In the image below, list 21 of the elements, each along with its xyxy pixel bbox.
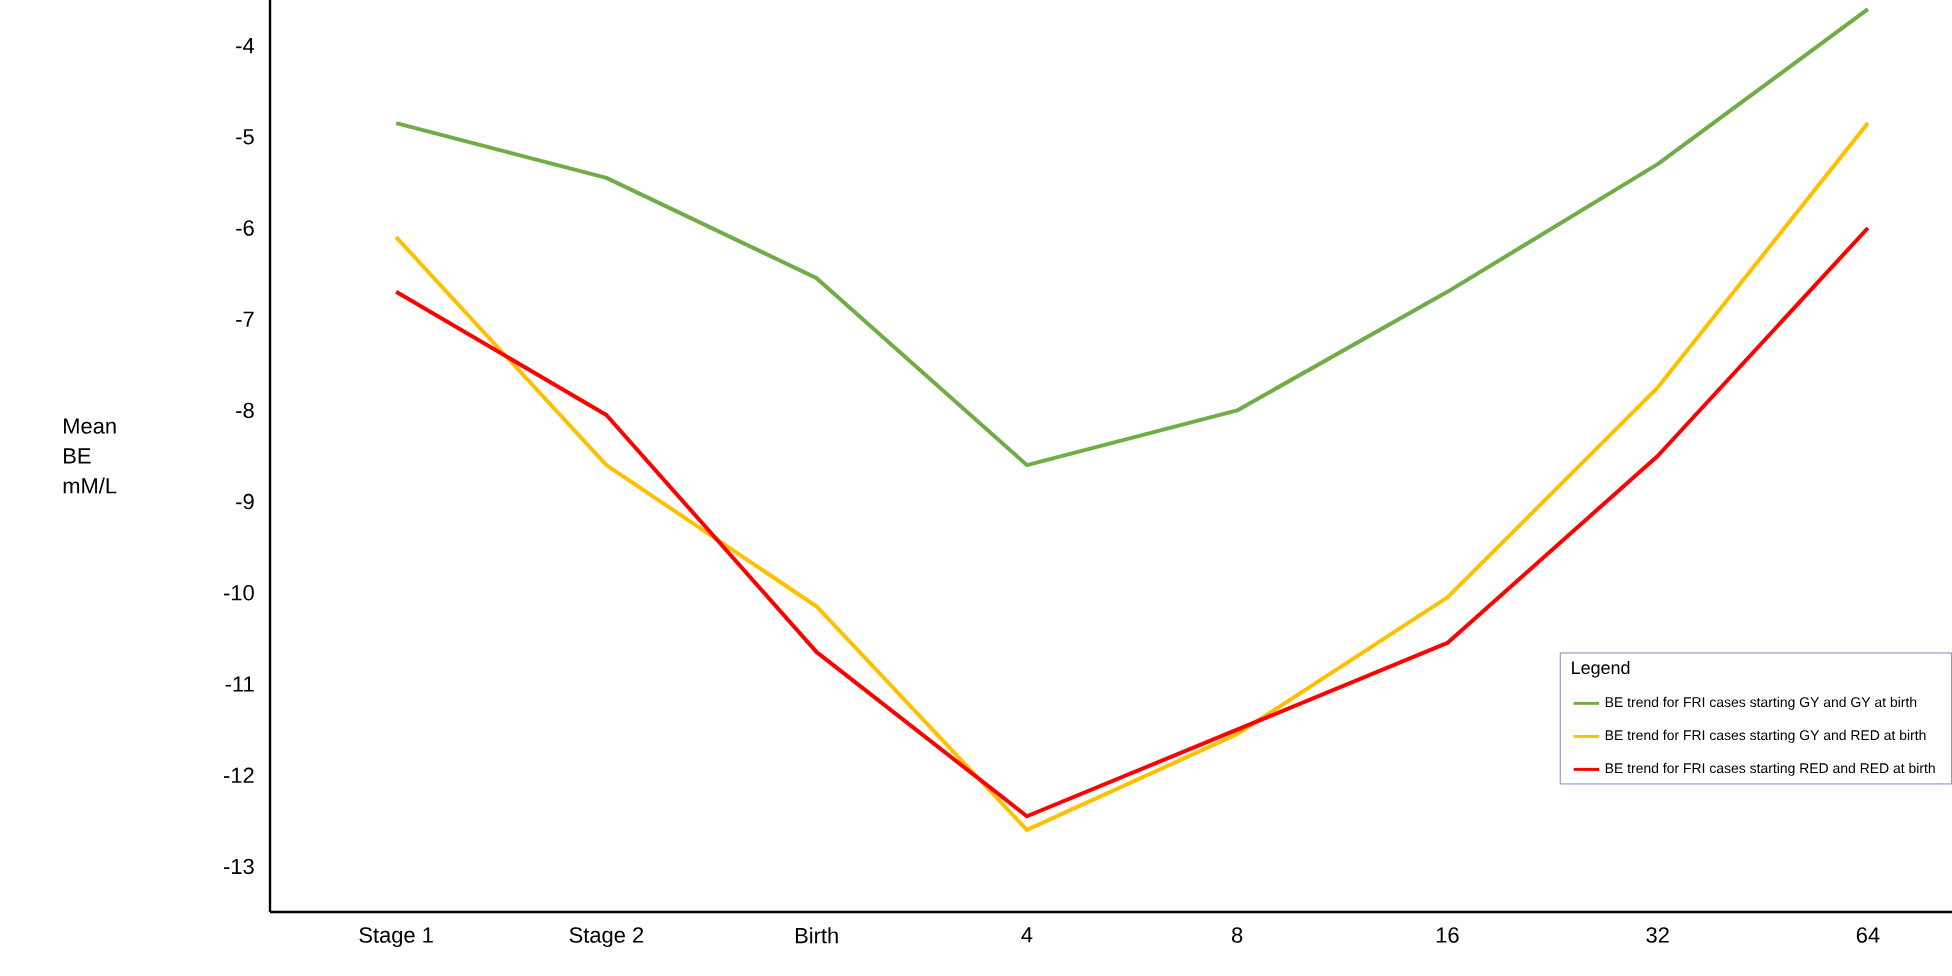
line-series <box>394 7 1870 468</box>
y-tick-label: -4 <box>236 38 255 54</box>
y-tick-label: -11 <box>225 676 254 692</box>
x-tick-label: Birth <box>795 927 838 944</box>
y-tick-label: -7 <box>236 311 254 327</box>
y-tick-label: -8 <box>236 402 254 419</box>
legend-title: Legend <box>1572 660 1630 678</box>
y-tick-label: -10 <box>224 585 254 601</box>
y-tick-label: -13 <box>224 858 254 875</box>
y-tick-label: -5 <box>236 129 254 145</box>
x-tick-label: 16 <box>1436 927 1459 943</box>
x-tick-label: 8 <box>1232 927 1243 943</box>
y-tick-label: -12 <box>224 767 254 783</box>
x-tick-label: Stage 2 <box>569 927 644 948</box>
y-tick-label: -6 <box>236 220 254 236</box>
y-axis-title: Mean BE mM/L <box>63 418 117 494</box>
x-tick-label: 64 <box>1856 927 1880 943</box>
y-tick-label: -9 <box>236 493 254 510</box>
x-tick-label: 32 <box>1646 927 1669 943</box>
x-tick-label: 4 <box>1021 927 1033 943</box>
x-tick-label: Stage 1 <box>359 927 433 948</box>
